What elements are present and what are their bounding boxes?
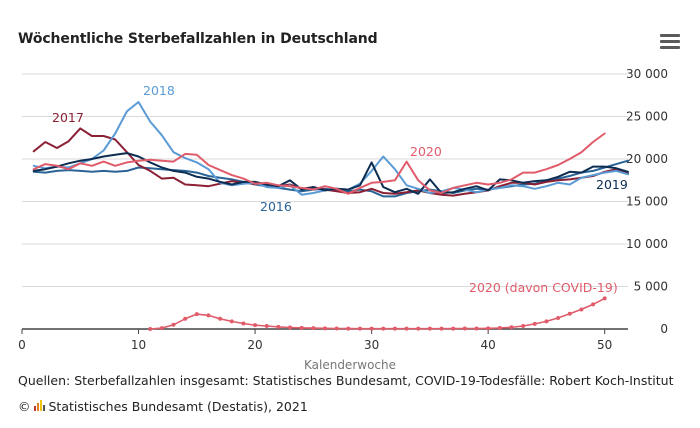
covid-data-point bbox=[148, 327, 153, 331]
y-tick-label: 20 000 bbox=[626, 152, 668, 166]
covid-data-point bbox=[299, 325, 304, 330]
covid-data-point bbox=[264, 324, 269, 329]
covid-data-point bbox=[229, 319, 234, 324]
x-tick-label: 20 bbox=[247, 338, 262, 352]
series-line-2020-davon-covid-19- bbox=[149, 297, 606, 330]
credit-text: Statistisches Bundesamt (Destatis), 2021 bbox=[48, 399, 308, 414]
covid-data-point bbox=[369, 326, 374, 331]
covid-data-point bbox=[486, 326, 491, 331]
covid-data-point bbox=[591, 302, 596, 307]
covid-data-point bbox=[276, 324, 281, 329]
covid-data-point bbox=[404, 326, 409, 331]
series-line-2017 bbox=[32, 127, 629, 197]
covid-data-point bbox=[171, 322, 176, 327]
y-tick-label: 0 bbox=[660, 322, 668, 336]
y-tick-label: 15 000 bbox=[626, 195, 668, 209]
y-tick-label: 10 000 bbox=[626, 237, 668, 251]
x-axis-title: Kalenderwoche bbox=[303, 358, 396, 372]
covid-data-point bbox=[218, 316, 223, 321]
series-label: 2016 bbox=[260, 199, 292, 214]
x-tick-label: 40 bbox=[481, 338, 496, 352]
covid-data-point bbox=[159, 326, 164, 331]
covid-data-point bbox=[462, 326, 467, 331]
covid-data-point bbox=[241, 321, 246, 326]
covid-data-point bbox=[183, 316, 188, 321]
x-tick-label: 10 bbox=[131, 338, 146, 352]
covid-data-point bbox=[521, 324, 526, 329]
covid-data-point bbox=[579, 307, 584, 312]
covid-data-point bbox=[334, 326, 339, 331]
covid-data-point bbox=[509, 325, 514, 330]
covid-data-point bbox=[194, 312, 199, 317]
series-line-2020 bbox=[32, 132, 606, 195]
covid-data-point bbox=[392, 326, 397, 331]
series-label: 2018 bbox=[143, 83, 175, 98]
covid-data-point bbox=[544, 319, 549, 324]
y-tick-label: 5 000 bbox=[634, 280, 668, 294]
covid-data-point bbox=[311, 326, 316, 331]
hamburger-menu-icon[interactable] bbox=[660, 34, 680, 50]
series-label: 2020 (davon COVID-19) bbox=[469, 280, 618, 295]
series-label: 2017 bbox=[52, 110, 84, 125]
source-note: Quellen: Sterbefallzahlen insgesamt: Sta… bbox=[18, 373, 674, 388]
covid-data-point bbox=[474, 326, 479, 331]
y-tick-label: 25 000 bbox=[626, 110, 668, 124]
series-label: 2019 bbox=[596, 177, 628, 192]
destatis-logo-icon bbox=[33, 399, 46, 414]
covid-data-point bbox=[556, 315, 561, 320]
series-label: 2020 bbox=[410, 144, 442, 159]
covid-data-point bbox=[416, 326, 421, 331]
x-tick-label: 50 bbox=[597, 338, 612, 352]
covid-data-point bbox=[567, 311, 572, 316]
covid-data-point bbox=[288, 325, 293, 330]
x-tick-label: 0 bbox=[18, 338, 26, 352]
covid-data-point bbox=[497, 325, 502, 330]
covid-data-point bbox=[323, 326, 327, 331]
covid-data-point bbox=[346, 326, 351, 331]
covid-data-point bbox=[439, 326, 444, 331]
chart-title: Wöchentliche Sterbefallzahlen in Deutsch… bbox=[18, 31, 378, 47]
covid-data-point bbox=[451, 326, 456, 331]
credit-line: © Statistisches Bundesamt (Destatis), 20… bbox=[18, 399, 308, 414]
covid-data-point bbox=[357, 326, 362, 331]
covid-data-point bbox=[532, 321, 537, 326]
y-tick-label: 30 000 bbox=[626, 67, 668, 81]
covid-data-point bbox=[427, 326, 432, 331]
covid-data-point bbox=[381, 326, 386, 331]
copyright-symbol: © bbox=[18, 399, 31, 414]
covid-data-point bbox=[602, 296, 607, 301]
covid-data-point bbox=[206, 313, 211, 318]
covid-data-point bbox=[253, 323, 258, 328]
series-line-2019 bbox=[32, 152, 629, 195]
x-tick-label: 30 bbox=[364, 338, 379, 352]
